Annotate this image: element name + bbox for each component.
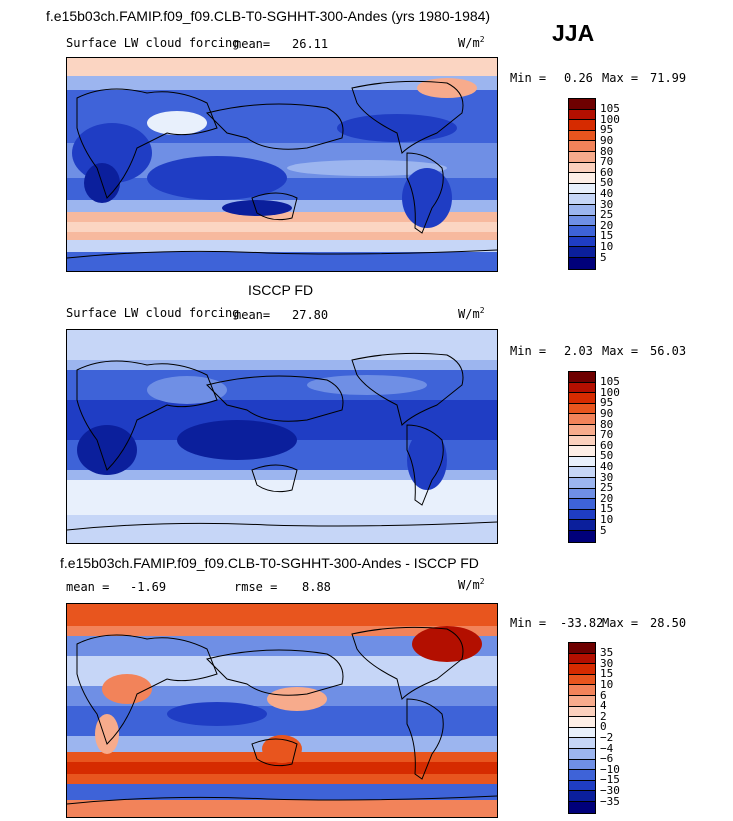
panel1-min-label: Min = [510, 71, 547, 85]
colorbar-tick-label: −2 [600, 730, 614, 744]
panel2-min-label: Min = [510, 344, 547, 358]
colorbar-tick-label: 90 [600, 133, 614, 147]
colorbar-tick-label: 35 [600, 646, 614, 660]
colorbar-tick-label: 70 [600, 428, 614, 442]
panel2-max-value: 56.03 [650, 344, 687, 358]
panel2-units-exp: 2 [479, 306, 485, 315]
colorbar-tick-label: 95 [600, 396, 614, 410]
colorbar-tick-label: 50 [600, 176, 614, 190]
panel3-units-base: W/m [458, 578, 480, 592]
colorbar-tick-label: −4 [600, 741, 614, 755]
panel3-min-label: Min = [510, 616, 547, 630]
colorbar-tick-label: 100 [600, 385, 620, 399]
colorbar-tick-label: 30 [600, 197, 614, 211]
colorbar-tick-label: 60 [600, 438, 614, 452]
colorbar-tick-label: 10 [600, 512, 614, 526]
colorbar-tick-label: 105 [600, 375, 620, 389]
panel1-map [66, 57, 498, 272]
panel1-mean-label: mean= [234, 37, 271, 51]
colorbar-tick-label: 105 [600, 102, 620, 116]
colorbar-tick-label: 20 [600, 491, 614, 505]
colorbar-tick-label: 30 [600, 656, 614, 670]
panel3-max-label: Max = [602, 616, 639, 630]
colorbar-tick-label: 80 [600, 417, 614, 431]
colorbar-tick-label: 60 [600, 165, 614, 179]
colorbar-tick-label: 40 [600, 186, 614, 200]
colorbar-tick-label: 25 [600, 481, 614, 495]
colorbar-tick-label: 15 [600, 667, 614, 681]
colorbar-tick-label: 5 [600, 250, 607, 264]
colorbar-tick-label: 6 [600, 688, 607, 702]
colorbar-swatch [568, 801, 596, 814]
colorbar-tick-label: −10 [600, 762, 620, 776]
season-label: JJA [552, 20, 595, 46]
panel3-min-value: -33.82 [560, 616, 604, 630]
colorbar-tick-label: 80 [600, 144, 614, 158]
colorbar-tick-label: −35 [600, 794, 620, 808]
panel1-mean-value: 26.11 [292, 37, 329, 51]
panel1-units-base: W/m [458, 36, 480, 50]
panel2-max-label: Max = [602, 344, 639, 358]
colorbar-tick-label: −15 [600, 773, 620, 787]
panel1-max-value: 71.99 [650, 71, 687, 85]
colorbar-tick-label: −30 [600, 783, 620, 797]
panel1-units-exp: 2 [479, 35, 485, 44]
panel2-units: W/m2 [458, 306, 485, 321]
colorbar-tick-label: 90 [600, 406, 614, 420]
colorbar-tick-label: 30 [600, 470, 614, 484]
run-title: f.e15b03ch.FAMIP.f09_f09.CLB-T0-SGHHT-30… [46, 8, 491, 24]
panel2-variable: Surface LW cloud forcing [66, 306, 240, 320]
colorbar-tick-label: 50 [600, 449, 614, 463]
panel2-mean-value: 27.80 [292, 308, 329, 322]
panel1-min-value: 0.26 [564, 71, 593, 85]
colorbar-tick-label: 4 [600, 699, 607, 713]
colorbar-tick-label: 15 [600, 229, 614, 243]
colorbar-tick-label: 20 [600, 218, 614, 232]
panel3-mean-value: -1.69 [130, 580, 167, 594]
colorbar-tick-label: 5 [600, 523, 607, 537]
panel2-heading: ISCCP FD [248, 282, 314, 298]
panel3-max-value: 28.50 [650, 616, 687, 630]
panel1-variable: Surface LW cloud forcing [66, 36, 240, 50]
colorbar-tick-label: 10 [600, 677, 614, 691]
panel1-units: W/m2 [458, 35, 485, 50]
colorbar-tick-label: 15 [600, 502, 614, 516]
panel3-units-exp: 2 [479, 577, 485, 586]
colorbar-tick-label: 70 [600, 155, 614, 169]
colorbar-tick-label: 2 [600, 709, 607, 723]
panel2-map [66, 329, 498, 544]
colorbar-tick-label: 100 [600, 112, 620, 126]
panel3-units: W/m2 [458, 577, 485, 592]
panel3-rmse-value: 8.88 [302, 580, 331, 594]
panel3-map [66, 603, 498, 818]
panel3-rmse-label: rmse = [234, 580, 278, 594]
panel3-mean-label: mean = [66, 580, 110, 594]
colorbar-swatch [568, 530, 596, 543]
panel3-heading: f.e15b03ch.FAMIP.f09_f09.CLB-T0-SGHHT-30… [60, 555, 479, 571]
colorbar-swatch [568, 257, 596, 270]
colorbar-tick-label: 95 [600, 123, 614, 137]
panel2-mean-label: mean= [234, 308, 271, 322]
panel1-max-label: Max = [602, 71, 639, 85]
colorbar-tick-label: 0 [600, 720, 607, 734]
colorbar-tick-label: −6 [600, 752, 614, 766]
colorbar-tick-label: 10 [600, 239, 614, 253]
colorbar-tick-label: 25 [600, 208, 614, 222]
colorbar-tick-label: 40 [600, 459, 614, 473]
panel2-min-value: 2.03 [564, 344, 593, 358]
panel2-units-base: W/m [458, 307, 480, 321]
